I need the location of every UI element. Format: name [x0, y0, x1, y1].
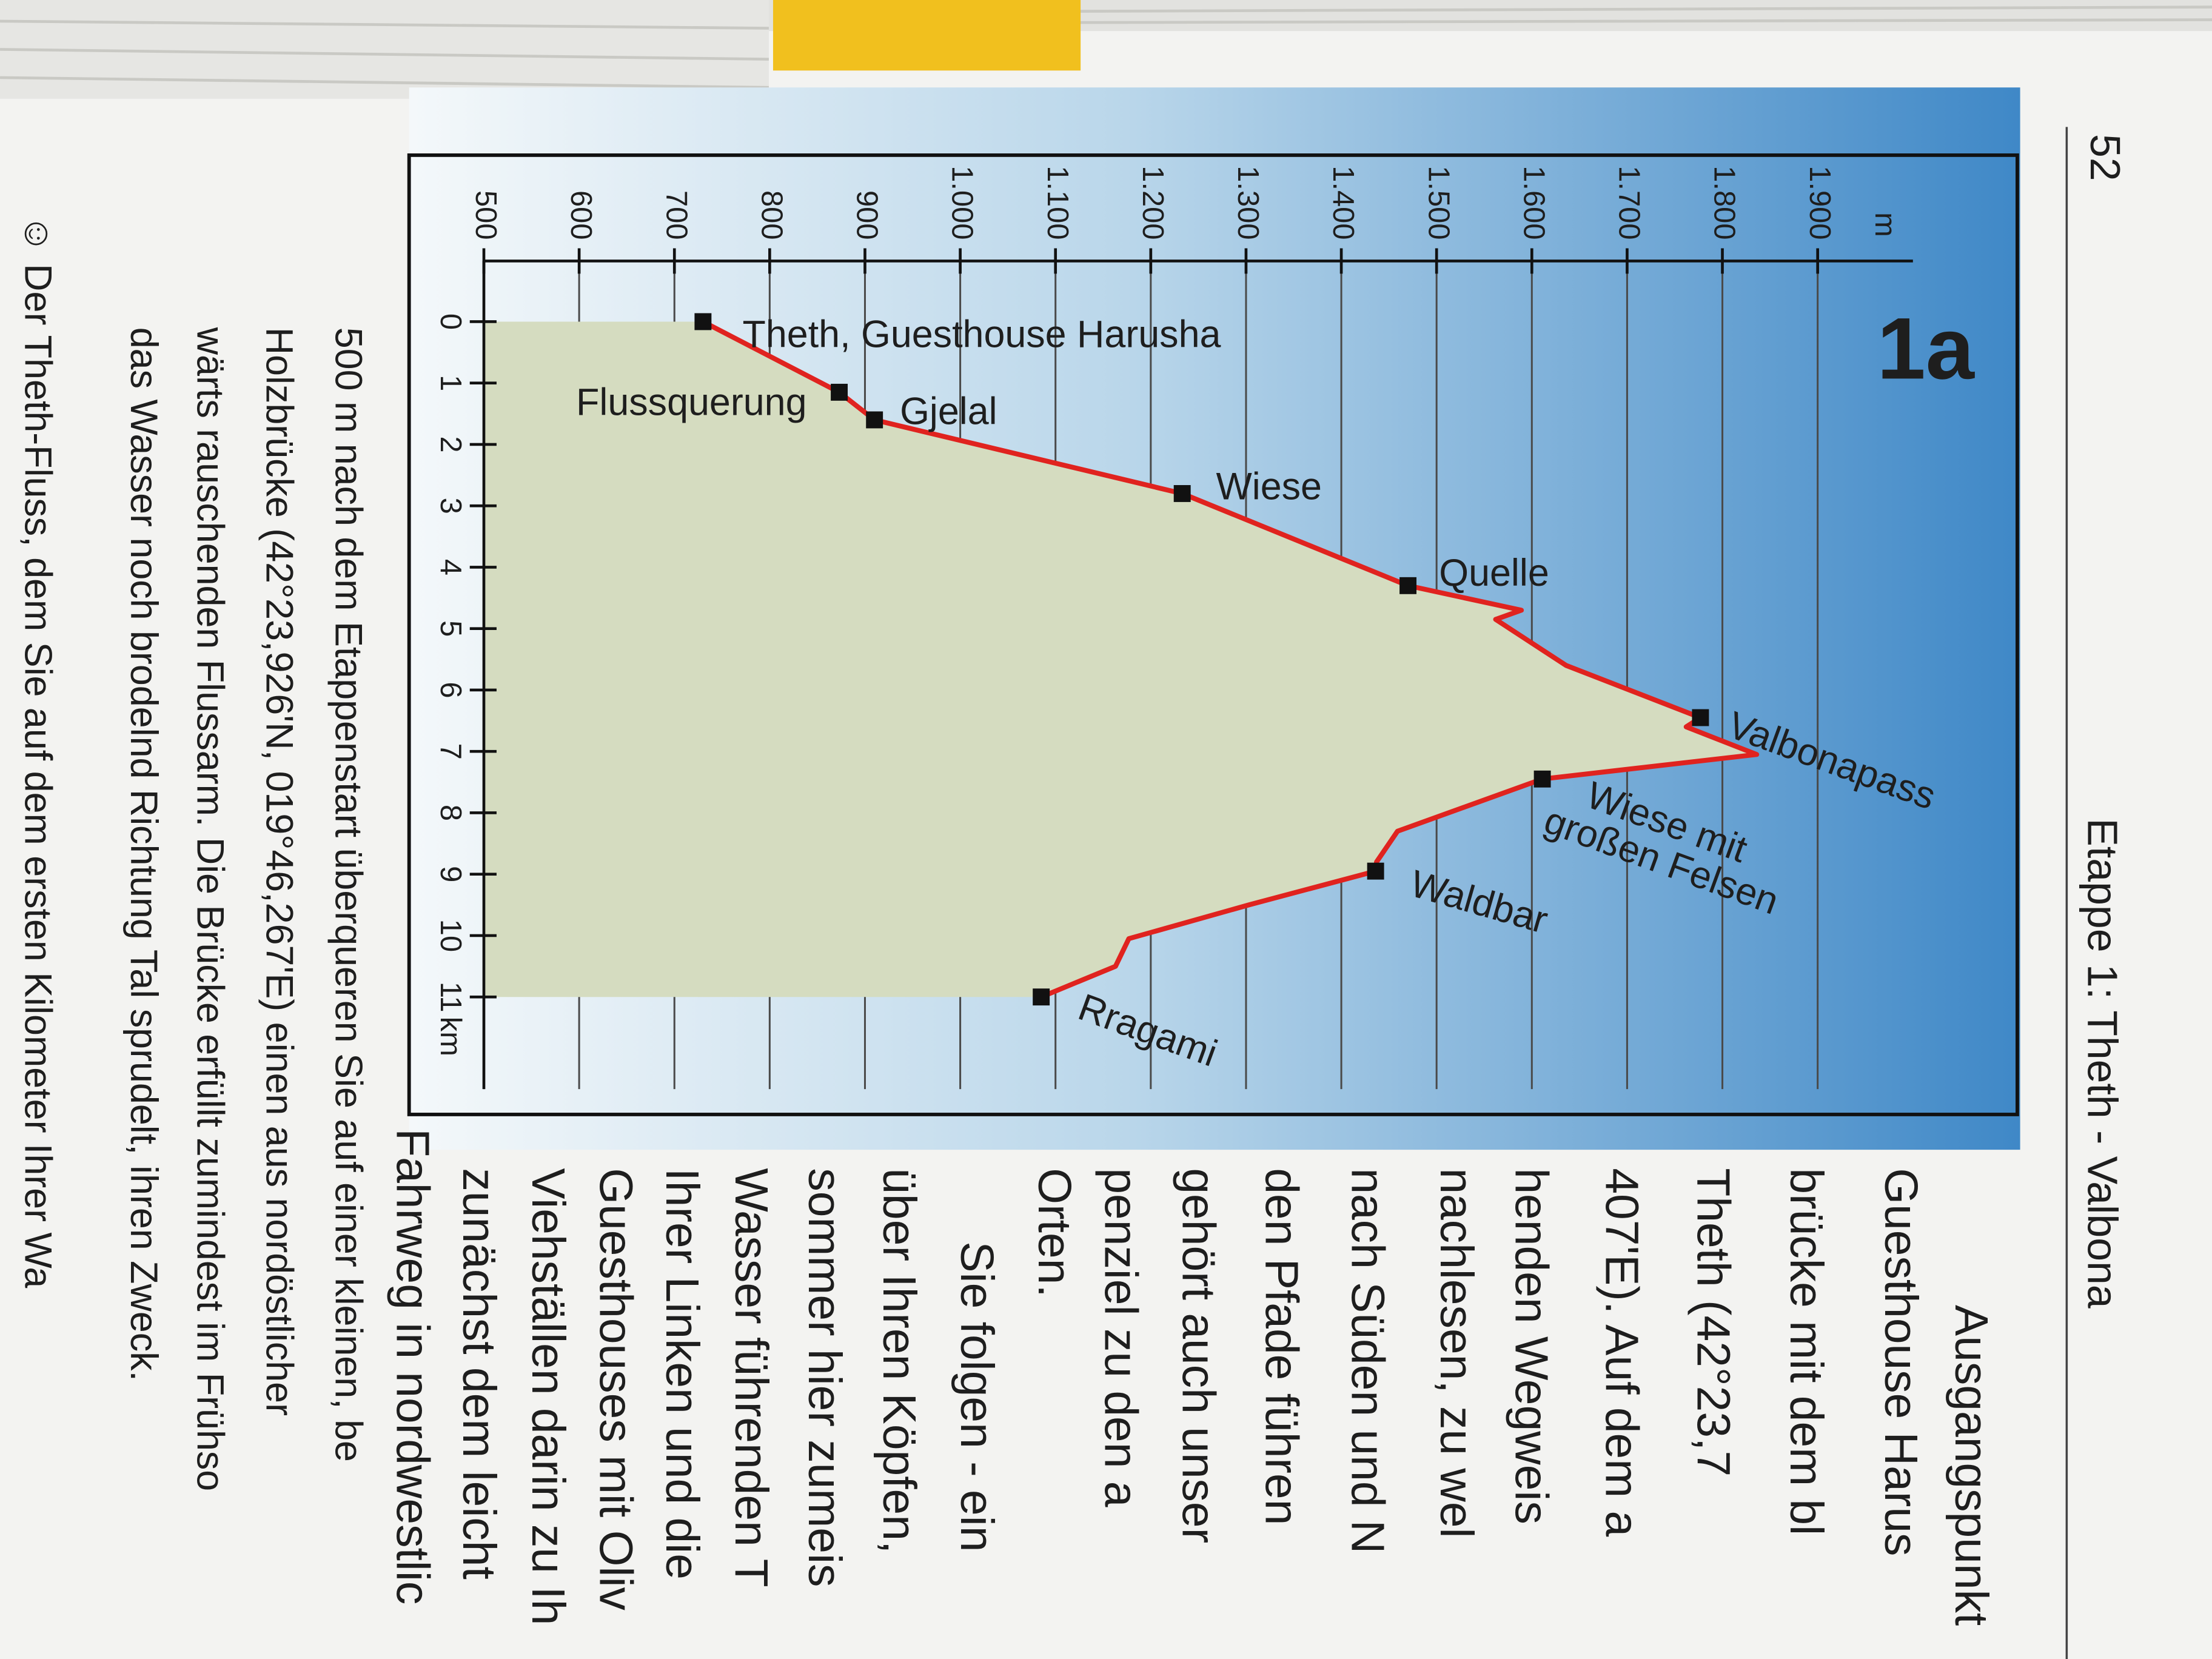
- y-tick-label: 900: [851, 190, 883, 240]
- x-tick-label: 3: [434, 498, 467, 514]
- column-line: brücke mit dem bl: [1780, 1168, 1832, 1535]
- column-line: henden Wegweis: [1505, 1168, 1557, 1524]
- y-tick-label: 1.900: [1803, 166, 1836, 240]
- chart-title: 1a: [1877, 299, 1975, 397]
- x-tick-label: 8: [434, 805, 467, 821]
- body-line: das Wasser noch brodelnd Richtung Tal sp…: [122, 327, 165, 1381]
- waypoint-marker: [1367, 862, 1384, 880]
- x-tick-label: 10: [434, 919, 467, 952]
- y-tick-label: 800: [755, 190, 788, 240]
- column-line: Viehställen darin zu Ih: [522, 1168, 574, 1625]
- waypoint-marker: [866, 411, 883, 429]
- column-line: Ihrer Linken und die: [656, 1168, 708, 1580]
- waypoint-label: Theth, Guesthouse Harusha: [743, 313, 1221, 356]
- waypoint-label: Wiese: [1216, 466, 1322, 508]
- y-tick-label: 700: [660, 190, 692, 240]
- waypoint-label: Quelle: [1439, 552, 1549, 594]
- waypoint-marker: [1533, 770, 1551, 788]
- column-line: Wasser führenden T: [725, 1168, 777, 1587]
- column-line: nachlesen, zu wel: [1430, 1168, 1482, 1538]
- y-tick-label: 1.300: [1232, 166, 1264, 240]
- terrain-area: [484, 321, 1757, 997]
- chart: 1a 500 600 700 800 900 1.000 1.100 1.200 1.300 1.…: [434, 166, 1976, 1090]
- column-line: sommer hier zumeis: [799, 1168, 850, 1587]
- body-line: ☺ Der Theth-Fluss, dem Sie auf dem erste…: [17, 215, 59, 1289]
- body-line: 500 m nach dem Etappenstart überqueren S…: [327, 327, 369, 1462]
- column-line: Guesthouse Harus: [1875, 1168, 1926, 1556]
- column-line: den Pfade führen: [1256, 1168, 1307, 1525]
- y-tick-label: 500: [469, 190, 502, 240]
- waypoint-label: Gjelal: [900, 390, 997, 433]
- column-line: Fahrweg in nordwestlic: [386, 1128, 438, 1604]
- waypoint-marker: [1692, 709, 1709, 726]
- y-tick-label: 1.600: [1517, 166, 1550, 240]
- column-line: gehört auch unser: [1172, 1168, 1224, 1543]
- running-header: Etappe 1: Theth - Valbona: [2079, 818, 2126, 1308]
- sticky-tab: [773, 0, 1081, 71]
- x-tick-label: 2: [434, 436, 467, 452]
- column-line: 407'E). Auf dem a: [1595, 1168, 1647, 1537]
- column-line: nach Süden und N: [1341, 1168, 1393, 1553]
- waypoint-marker: [1399, 577, 1417, 594]
- column-line: Sie folgen - ein: [951, 1241, 1002, 1552]
- column-line: über Ihren Köpfen,: [873, 1168, 925, 1553]
- chart-frame: [407, 153, 2019, 1116]
- body-line: Holzbrücke (42°23,926'N, 019°46,267'E) e…: [258, 327, 300, 1416]
- x-tick-label: 11: [434, 982, 467, 1013]
- waypoint-marker: [1173, 484, 1191, 502]
- x-axis-label: km: [434, 1017, 467, 1056]
- column-line: Guesthouses mit Oliv: [589, 1168, 641, 1610]
- body-line: wärts rauschenden Flussarm. Die Brücke e…: [189, 327, 231, 1491]
- waypoint-marker: [694, 313, 712, 330]
- y-tick-label: 1.400: [1327, 166, 1359, 240]
- y-tick-label: 1.000: [946, 166, 979, 240]
- y-tick-label: 1.500: [1422, 166, 1455, 240]
- y-tick-label: 600: [565, 190, 597, 240]
- y-axis-label: m: [1869, 212, 1902, 237]
- page-text: 52 Etappe 1: Theth - Valbona Ausgangspun…: [17, 127, 2129, 1659]
- page-edge-lines: [0, 5, 2212, 89]
- y-tick-label: 1.700: [1613, 166, 1646, 240]
- x-tick-label: 6: [434, 682, 467, 698]
- page-number: 52: [2082, 134, 2129, 181]
- waypoint-label: Flussquerung: [576, 381, 807, 423]
- waypoint-marker: [1033, 988, 1050, 1006]
- column-line: Orten.: [1028, 1168, 1080, 1297]
- x-tick-label: 1: [434, 375, 467, 391]
- column-line: zunächst dem leicht: [453, 1168, 504, 1579]
- y-tick-label: 1.100: [1041, 166, 1074, 240]
- waypoint-marker: [831, 383, 848, 401]
- column-line: Ausgangspunkt: [1945, 1305, 1997, 1626]
- column-line: Theth (42°23,7: [1687, 1168, 1738, 1476]
- y-tick-label: 1.200: [1136, 166, 1169, 240]
- y-tick-label: 1.800: [1708, 166, 1741, 240]
- x-tick-label: 0: [434, 313, 467, 330]
- x-tick-label: 7: [434, 743, 467, 760]
- column-line: penziel zu den a: [1094, 1168, 1146, 1507]
- x-tick-label: 9: [434, 866, 467, 882]
- x-tick-label: 4: [434, 559, 467, 575]
- x-tick-label: 5: [434, 620, 467, 637]
